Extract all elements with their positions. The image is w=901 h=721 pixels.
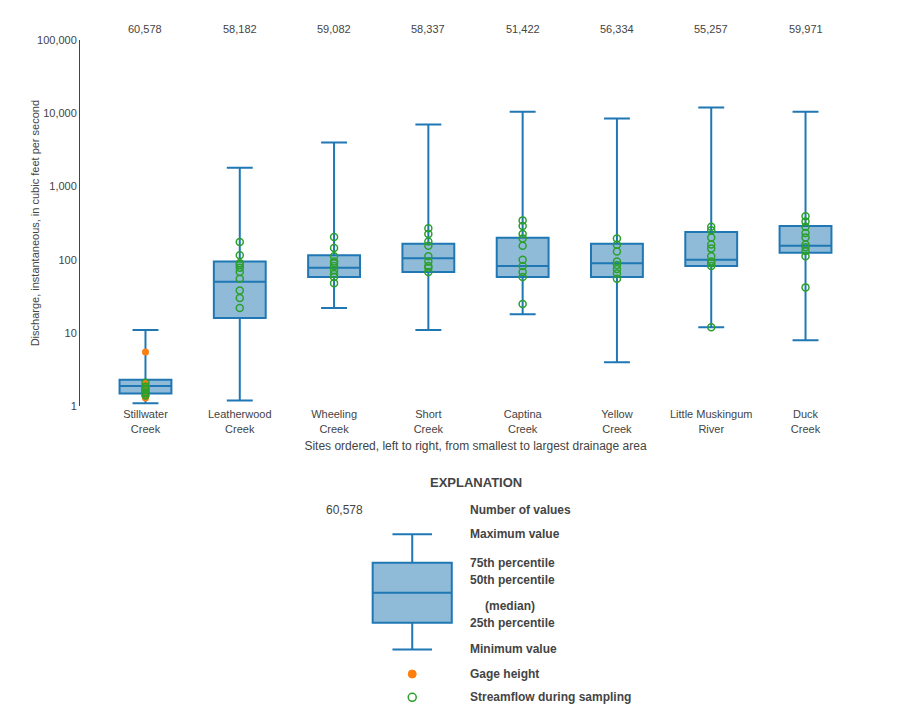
svg-text:Gage height: Gage height — [470, 667, 539, 681]
svg-text:56,334: 56,334 — [600, 23, 634, 35]
svg-text:60,578: 60,578 — [128, 23, 162, 35]
svg-text:55,257: 55,257 — [694, 23, 728, 35]
svg-text:ShortCreek: ShortCreek — [414, 408, 444, 434]
svg-text:Sites ordered, left to right,: Sites ordered, left to right, from small… — [304, 439, 646, 453]
svg-text:CaptinaCreek: CaptinaCreek — [504, 408, 543, 434]
svg-text:Maximum value: Maximum value — [470, 527, 560, 541]
svg-text:59,082: 59,082 — [317, 23, 351, 35]
svg-text:100,000: 100,000 — [37, 34, 77, 46]
svg-text:10,000: 10,000 — [43, 107, 77, 119]
svg-text:LeatherwoodCreek: LeatherwoodCreek — [208, 408, 272, 434]
svg-text:59,971: 59,971 — [789, 23, 823, 35]
svg-text:75th percentile: 75th percentile — [470, 556, 555, 570]
svg-text:25th percentile: 25th percentile — [470, 616, 555, 630]
svg-text:Minimum value: Minimum value — [470, 642, 557, 656]
svg-text:1,000: 1,000 — [49, 180, 77, 192]
svg-text:Little MuskingumRiver: Little MuskingumRiver — [670, 408, 753, 434]
svg-text:1: 1 — [71, 400, 77, 412]
svg-text:YellowCreek: YellowCreek — [601, 408, 632, 434]
svg-text:50th percentile: 50th percentile — [470, 573, 555, 587]
svg-text:EXPLANATION: EXPLANATION — [430, 475, 522, 490]
svg-text:Streamflow during sampling: Streamflow during sampling — [470, 690, 631, 704]
svg-text:100: 100 — [58, 254, 76, 266]
svg-text:StillwaterCreek: StillwaterCreek — [123, 408, 168, 434]
svg-text:Number of values: Number of values — [470, 503, 571, 517]
svg-text:58,182: 58,182 — [223, 23, 257, 35]
svg-text:58,337: 58,337 — [411, 23, 445, 35]
svg-text:WheelingCreek: WheelingCreek — [311, 408, 357, 434]
svg-text:(median): (median) — [485, 599, 535, 613]
svg-text:51,422: 51,422 — [506, 23, 540, 35]
svg-text:Discharge, instantaneous, in c: Discharge, instantaneous, in cubic feet … — [29, 100, 41, 346]
svg-text:10: 10 — [65, 327, 77, 339]
svg-text:60,578: 60,578 — [326, 503, 363, 517]
svg-text:DuckCreek: DuckCreek — [791, 408, 821, 434]
